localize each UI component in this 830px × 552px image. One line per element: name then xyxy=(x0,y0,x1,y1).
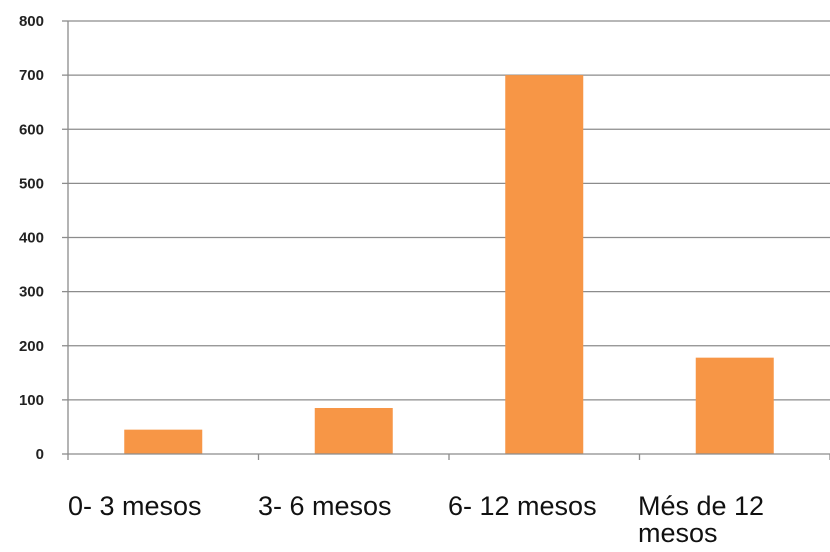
y-tick-label: 0 xyxy=(36,446,44,463)
y-tick-label: 500 xyxy=(19,175,44,192)
x-tick-label: 6- 12 mesos xyxy=(448,491,597,521)
bar xyxy=(695,357,774,454)
x-axis-tick-marks xyxy=(67,454,830,460)
bars xyxy=(124,75,774,454)
y-tick-label: 400 xyxy=(19,230,44,247)
y-tick-label: 800 xyxy=(19,13,44,30)
bar xyxy=(505,75,584,454)
x-tick-label: Més de 12 mesos xyxy=(638,491,765,548)
y-tick-label: 100 xyxy=(19,392,44,409)
y-tick-label: 700 xyxy=(19,67,44,84)
y-axis-ticks: 0 100 200 300 400 500 600 700 800 xyxy=(19,13,68,463)
bar xyxy=(124,429,203,454)
x-tick-label: 3- 6 mesos xyxy=(258,491,392,521)
y-tick-label: 300 xyxy=(19,284,44,301)
x-tick-label: 0- 3 mesos xyxy=(68,491,202,521)
bar xyxy=(314,407,393,454)
y-tick-label: 200 xyxy=(19,338,44,355)
gridlines xyxy=(68,20,830,401)
y-tick-label: 600 xyxy=(19,121,44,138)
